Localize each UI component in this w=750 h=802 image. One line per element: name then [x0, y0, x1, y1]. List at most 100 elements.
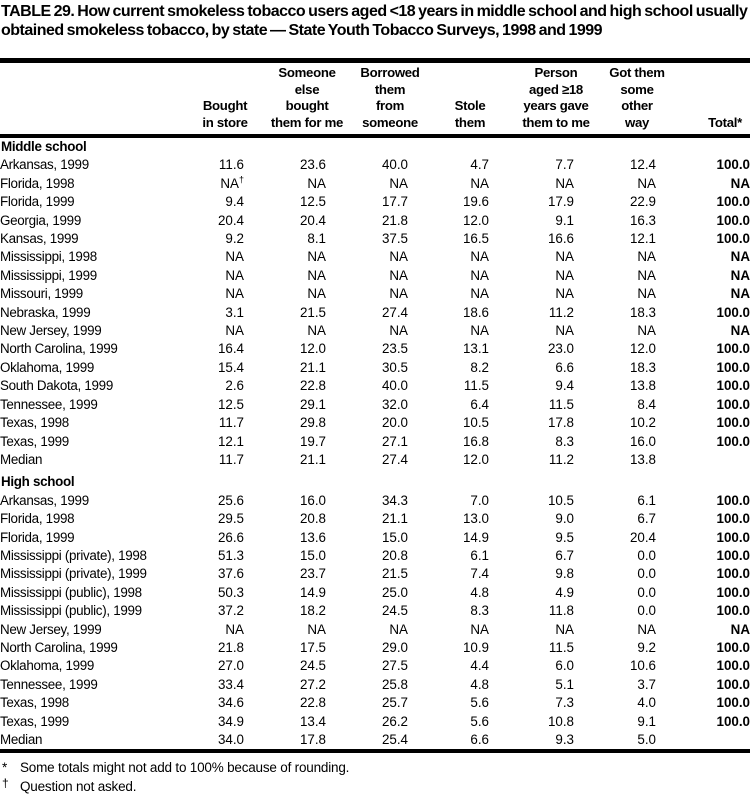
table-row: Florida, 1998 NA† NA NA NA NA NA NA — [0, 175, 750, 193]
value-cell-3: 7.4 — [470, 566, 489, 582]
table-row: Texas, 1999 34.9 13.4 26.2 5.6 10.8 9.1 100.0 — [0, 713, 750, 731]
total-cell: 100.0 — [716, 658, 750, 674]
value-cell-4: 10.5 — [547, 492, 574, 508]
value-cell-5: 16.3 — [629, 212, 656, 228]
state-label: Georgia, 1999 — [0, 212, 81, 228]
total-cell: 100.0 — [716, 359, 750, 375]
value-cell-1: NA — [307, 267, 326, 283]
value-cell-0: 37.6 — [217, 566, 244, 582]
value-cell-3: 10.5 — [462, 415, 489, 431]
dagger-footnote-marker: † — [238, 174, 244, 185]
state-label: Arkansas, 1999 — [0, 492, 89, 508]
footnote-1: † Question not asked. — [2, 776, 750, 796]
table-row: Texas, 1999 12.1 19.7 27.1 16.8 8.3 16.0 100.0 — [0, 433, 750, 451]
value-cell-5: NA — [637, 249, 656, 265]
value-cell-0: NA — [225, 286, 244, 302]
value-cell-2: 25.7 — [381, 695, 408, 711]
value-cell-2: 30.5 — [381, 359, 408, 375]
value-cell-0: 33.4 — [217, 676, 244, 692]
value-cell-0: 34.9 — [217, 713, 244, 729]
state-label: Texas, 1998 — [0, 695, 69, 711]
value-cell-3: 5.6 — [470, 713, 489, 729]
table-row: Texas, 1998 34.6 22.8 25.7 5.6 7.3 4.0 100.0 — [0, 694, 750, 712]
table-row: Mississippi (private), 1998 51.3 15.0 20.8 6… — [0, 547, 750, 565]
value-cell-3: NA — [470, 286, 489, 302]
value-cell-1: 20.8 — [299, 511, 326, 527]
state-label: Texas, 1999 — [0, 433, 69, 449]
value-cell-5: NA — [637, 175, 656, 191]
value-cell-1: 23.6 — [299, 157, 326, 173]
value-cell-5: 13.8 — [629, 378, 656, 394]
state-label: Florida, 1998 — [0, 511, 75, 527]
value-cell-3: 12.0 — [462, 212, 489, 228]
value-cell-1: 17.5 — [299, 639, 326, 655]
value-cell-0: 26.6 — [217, 529, 244, 545]
value-cell-1: 18.2 — [299, 603, 326, 619]
value-cell-5: 10.6 — [629, 658, 656, 674]
value-cell-1: 20.4 — [299, 212, 326, 228]
value-cell-4: NA — [555, 286, 574, 302]
column-header-3: Stole them — [454, 98, 486, 130]
footnote-marker: † — [2, 776, 9, 791]
value-cell-4: 9.0 — [555, 511, 574, 527]
state-label: Mississippi (private), 1998 — [0, 547, 147, 563]
value-cell-3: 19.6 — [462, 194, 489, 210]
value-cell-4: 6.0 — [555, 658, 574, 674]
value-cell-2: 25.0 — [381, 584, 408, 600]
value-cell-1: NA — [307, 286, 326, 302]
column-header-1: Someone else bought them for me — [270, 65, 344, 130]
state-label: Texas, 1998 — [0, 415, 69, 431]
state-label: Mississippi, 1998 — [0, 249, 97, 265]
value-cell-0: 9.2 — [225, 231, 244, 247]
state-label: Florida, 1999 — [0, 194, 75, 210]
table-row: Tennessee, 1999 12.5 29.1 32.0 6.4 11.5 8.4 100… — [0, 396, 750, 414]
value-cell-4: 16.6 — [547, 231, 574, 247]
value-cell-1: 21.5 — [299, 304, 326, 320]
value-cell-1: NA — [307, 621, 326, 637]
value-cell-5: 12.0 — [629, 341, 656, 357]
value-cell-3: 7.0 — [470, 492, 489, 508]
value-cell-0: 27.0 — [217, 658, 244, 674]
value-cell-5: 6.7 — [637, 511, 656, 527]
value-cell-4: 23.0 — [547, 341, 574, 357]
value-cell-0: 50.3 — [217, 584, 244, 600]
table-title: TABLE 29. How current smokeless tobacco … — [1, 3, 748, 39]
value-cell-4: 11.5 — [548, 639, 574, 655]
value-cell-5: 16.0 — [629, 433, 656, 449]
value-cell-2: 21.8 — [381, 212, 408, 228]
value-cell-4: NA — [555, 249, 574, 265]
value-cell-1: 29.1 — [299, 396, 326, 412]
value-cell-0: 15.4 — [217, 359, 244, 375]
value-cell-3: 16.8 — [462, 433, 489, 449]
total-cell: 100.0 — [716, 547, 750, 563]
value-cell-2: 27.1 — [381, 433, 408, 449]
value-cell-4: 11.5 — [548, 396, 574, 412]
value-cell-2: 17.7 — [381, 194, 408, 210]
table-row: Florida, 1998 29.5 20.8 21.1 13.0 9.0 6.7 100.0 — [0, 510, 750, 528]
value-cell-0: 11.6 — [218, 157, 244, 173]
total-cell: 100.0 — [716, 566, 750, 582]
table-row: Kansas, 1999 9.2 8.1 37.5 16.5 16.6 12.1 100.0 — [0, 230, 750, 248]
total-cell: 100.0 — [716, 433, 750, 449]
value-cell-0: 12.5 — [217, 396, 244, 412]
total-cell — [656, 731, 750, 749]
value-cell-0: NA — [225, 249, 244, 265]
value-cell-4: 9.3 — [555, 732, 574, 747]
value-cell-2: 37.5 — [381, 231, 408, 247]
value-cell-3: 13.0 — [462, 511, 489, 527]
value-cell-0: NA — [225, 621, 244, 637]
footnote-text: Question not asked. — [20, 779, 137, 795]
value-cell-2: 27.4 — [381, 451, 408, 467]
table-row: Florida, 1999 26.6 13.6 15.0 14.9 9.5 20.4 100.… — [0, 529, 750, 547]
value-cell-0: 21.8 — [217, 639, 244, 655]
value-cell-1: 21.1 — [299, 359, 326, 375]
value-cell-1: NA — [307, 175, 326, 191]
value-cell-5: 13.8 — [629, 451, 656, 467]
state-label: Tennessee, 1999 — [0, 676, 98, 692]
table-row: Nebraska, 1999 3.1 21.5 27.4 18.6 11.2 18.3 100… — [0, 304, 750, 322]
value-cell-2: 24.5 — [381, 603, 408, 619]
value-cell-2: 29.0 — [381, 639, 408, 655]
value-cell-4: 10.8 — [547, 713, 574, 729]
table-row: Median 11.7 21.1 27.4 12.0 11.2 13.8 — [0, 451, 750, 469]
total-cell: NA — [730, 621, 750, 637]
